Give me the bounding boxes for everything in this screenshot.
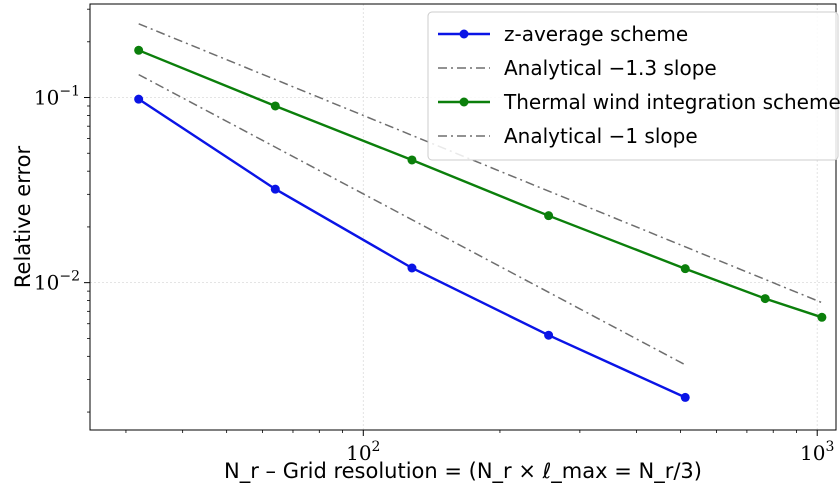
data-point — [680, 264, 690, 274]
legend-label: Analytical −1.3 slope — [504, 56, 717, 80]
legend-label: Analytical −1 slope — [504, 124, 698, 148]
data-point — [680, 392, 690, 402]
data-point — [544, 211, 554, 221]
data-point — [270, 184, 280, 194]
data-point — [760, 294, 770, 304]
legend-label: z-average scheme — [504, 22, 688, 46]
legend-box — [427, 11, 839, 161]
data-point — [134, 45, 144, 55]
ticks: 102 103 10−1 10−2 — [34, 8, 834, 465]
x-tick-label: 102 — [346, 439, 380, 465]
data-point — [817, 312, 827, 322]
plot-frame — [89, 3, 837, 431]
y-axis-title: Relative error — [11, 146, 35, 289]
data-point — [407, 155, 417, 165]
data-point — [407, 263, 417, 273]
legend-marker — [459, 97, 469, 107]
slope-line — [138, 23, 823, 304]
legend-label: Thermal wind integration scheme — [503, 90, 840, 114]
legend: z-average scheme Analytical −1.3 slope The… — [427, 11, 840, 161]
series-group — [134, 23, 827, 402]
data-point — [134, 94, 144, 104]
y-tick-label: 10−2 — [34, 269, 80, 295]
y-tick-label: 10−1 — [34, 84, 80, 110]
data-point — [270, 101, 280, 111]
legend-marker — [459, 29, 469, 39]
x-tick-label: 103 — [800, 439, 834, 465]
data-point — [544, 330, 554, 340]
x-axis-title: N_r – Grid resolution = (N_r × ℓ_max = N… — [224, 459, 702, 484]
slope-line — [138, 73, 686, 366]
